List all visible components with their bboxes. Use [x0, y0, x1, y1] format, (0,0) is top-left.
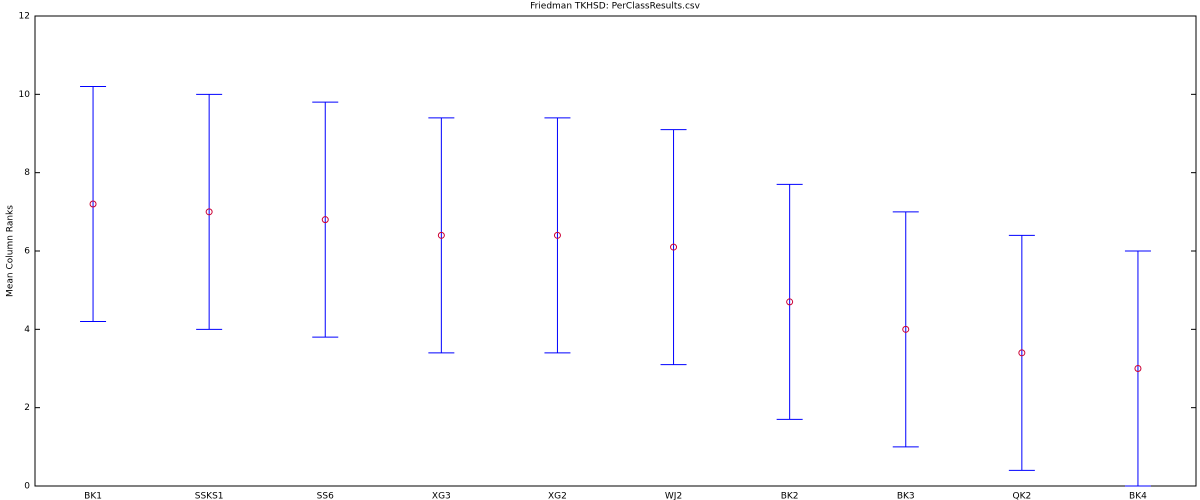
mean-marker	[902, 325, 910, 333]
mean-marker	[786, 298, 794, 306]
error-bar	[428, 117, 455, 354]
x-tick-label: SSKS1	[195, 492, 224, 500]
y-tick-label: 10	[19, 90, 31, 100]
y-tick-label: 2	[24, 403, 30, 413]
error-bar	[80, 86, 107, 322]
mean-marker	[670, 243, 678, 251]
mean-marker	[321, 216, 329, 224]
mean-marker	[205, 208, 213, 216]
y-tick-label: 8	[24, 168, 30, 178]
x-tick-label: XG2	[548, 492, 567, 500]
error-bar	[312, 101, 339, 338]
x-tick-label: SS6	[317, 492, 334, 500]
mean-marker	[1134, 365, 1142, 372]
x-tick-label: XG3	[432, 492, 451, 500]
y-tick-label: 12	[19, 12, 30, 22]
mean-marker	[1018, 349, 1026, 357]
x-tick-label: BK3	[897, 492, 915, 500]
error-bar	[892, 211, 919, 448]
mean-marker	[89, 200, 97, 208]
x-tick-label: QK2	[1012, 492, 1031, 500]
x-tick-label: BK4	[1129, 492, 1147, 500]
x-tick-label: WJ2	[665, 492, 682, 500]
error-bar	[660, 129, 687, 366]
y-tick-label: 6	[24, 247, 30, 257]
x-tick-label: BK1	[84, 492, 102, 500]
error-bar	[1008, 234, 1035, 471]
y-tick-label: 4	[24, 325, 30, 335]
plot-frame	[34, 15, 1197, 487]
error-bar	[1124, 250, 1151, 487]
error-bar	[544, 117, 571, 354]
x-tick-label: BK2	[781, 492, 799, 500]
y-axis-label: Mean Column Ranks	[6, 205, 16, 297]
mean-marker	[437, 231, 445, 239]
y-tick-label: 0	[24, 482, 30, 492]
chart-title: Friedman TKHSD: PerClassResults.csv	[530, 2, 701, 12]
error-bar	[776, 183, 803, 420]
mean-marker	[553, 231, 561, 239]
error-bar	[196, 93, 223, 330]
